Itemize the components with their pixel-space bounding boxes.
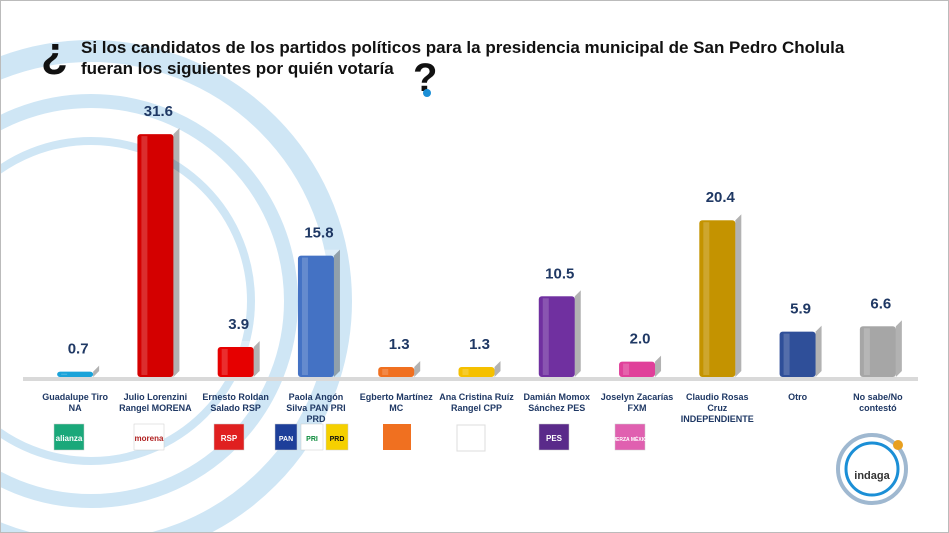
x-tick-label: Julio Lorenzini Rangel MORENA	[119, 392, 192, 413]
bar-side	[93, 365, 100, 377]
bar	[538, 296, 575, 377]
party-logo	[614, 423, 646, 451]
bar-side	[574, 290, 581, 377]
bar-shine	[221, 349, 228, 375]
bar-top	[378, 361, 421, 368]
bar-top	[217, 341, 260, 348]
floor	[23, 377, 918, 381]
bar-side	[655, 355, 662, 377]
party-logo-text: PAN	[279, 436, 293, 443]
chart-title: Si los candidatos de los partidos políti…	[81, 38, 845, 78]
bar-top	[619, 355, 662, 362]
bar	[137, 134, 174, 377]
party-logo	[538, 423, 570, 451]
party-logo	[53, 423, 85, 451]
value-label: 1.3	[389, 336, 410, 353]
party-logo-text: alianza	[56, 434, 83, 443]
bar	[217, 347, 254, 377]
party-logo	[300, 423, 324, 451]
bar-top	[57, 365, 100, 372]
party-logo	[456, 424, 486, 452]
bar-side	[895, 320, 902, 377]
bar	[378, 367, 415, 377]
party-logo	[383, 424, 411, 450]
bar-side	[815, 325, 822, 377]
x-tick-label: Guadalupe Tiro NA	[42, 392, 109, 413]
bar-top	[458, 361, 501, 368]
bar-top	[538, 290, 581, 297]
bar-shine	[61, 373, 68, 375]
value-label: 20.4	[706, 189, 736, 206]
bar-shine	[462, 369, 469, 375]
x-tick-label: Damián Momox Sánchez PES	[523, 392, 591, 413]
x-tick-label: Joselyn Zacarías FXM	[600, 392, 674, 413]
brand: indaga	[854, 470, 890, 482]
value-label: 2.0	[630, 331, 651, 348]
bar-shine	[703, 222, 710, 375]
value-label: 6.6	[870, 295, 891, 312]
party-logo	[325, 423, 349, 451]
x-tick-label: Otro	[788, 392, 808, 402]
party-logo	[213, 423, 245, 451]
bar-shine	[783, 333, 790, 375]
bar-top	[779, 325, 822, 332]
bar-side	[253, 341, 260, 377]
party-logo	[274, 423, 298, 451]
party-logo-text: PES	[546, 434, 563, 443]
bar-shine	[382, 369, 389, 375]
value-label: 15.8	[304, 225, 333, 242]
brand-logo: indaga	[836, 433, 908, 505]
party-logo-text: PRD	[330, 436, 345, 443]
party-logo	[133, 423, 165, 451]
question-open: ¿	[41, 28, 68, 77]
bar-side	[333, 249, 340, 377]
bar-shine	[863, 328, 870, 375]
value-label: 3.9	[228, 316, 249, 333]
bar-top	[699, 214, 742, 221]
x-tick-label: Claudio Rosas Cruz INDEPENDIENTE	[680, 392, 754, 424]
party-logo-text: FUERZA MÉXICO	[609, 435, 650, 443]
bar	[619, 361, 656, 377]
bar	[57, 371, 94, 377]
bar-side	[494, 361, 501, 377]
party-logo-text: RSP	[221, 434, 238, 443]
bar-shine	[141, 136, 148, 375]
value-label: 0.7	[68, 341, 89, 358]
bar-top	[137, 128, 180, 135]
bar-side	[414, 361, 421, 377]
bar	[297, 255, 334, 377]
value-label: 5.9	[790, 301, 811, 318]
party-logo-text: PRI	[306, 436, 318, 443]
bar-side	[173, 128, 180, 377]
x-tick-label: Egberto Martínez MC	[359, 392, 433, 413]
bar-shine	[301, 257, 308, 375]
value-label: 1.3	[469, 336, 490, 353]
value-label: 10.5	[545, 265, 574, 282]
bar-top	[859, 320, 902, 327]
background-rings	[1, 40, 352, 532]
x-tick-label: Paola Angón Silva PAN PRI PRD	[286, 392, 346, 424]
bar	[699, 220, 736, 377]
bar-top	[297, 249, 340, 256]
bar-shine	[542, 298, 549, 375]
dot	[423, 89, 431, 97]
x-tick-label: No sabe/No contestó	[853, 392, 903, 413]
bar-side	[735, 214, 742, 377]
bar	[458, 367, 495, 377]
x-tick-label: Ernesto Roldan Salado RSP	[202, 392, 269, 413]
bar-shine	[623, 363, 630, 375]
value-label: 31.6	[144, 103, 173, 120]
bar	[859, 326, 896, 377]
party-logo-text: morena	[135, 434, 164, 443]
x-tick-label: Ana Cristina Ruíz Rangel CPP	[439, 392, 514, 413]
bar	[779, 331, 816, 377]
